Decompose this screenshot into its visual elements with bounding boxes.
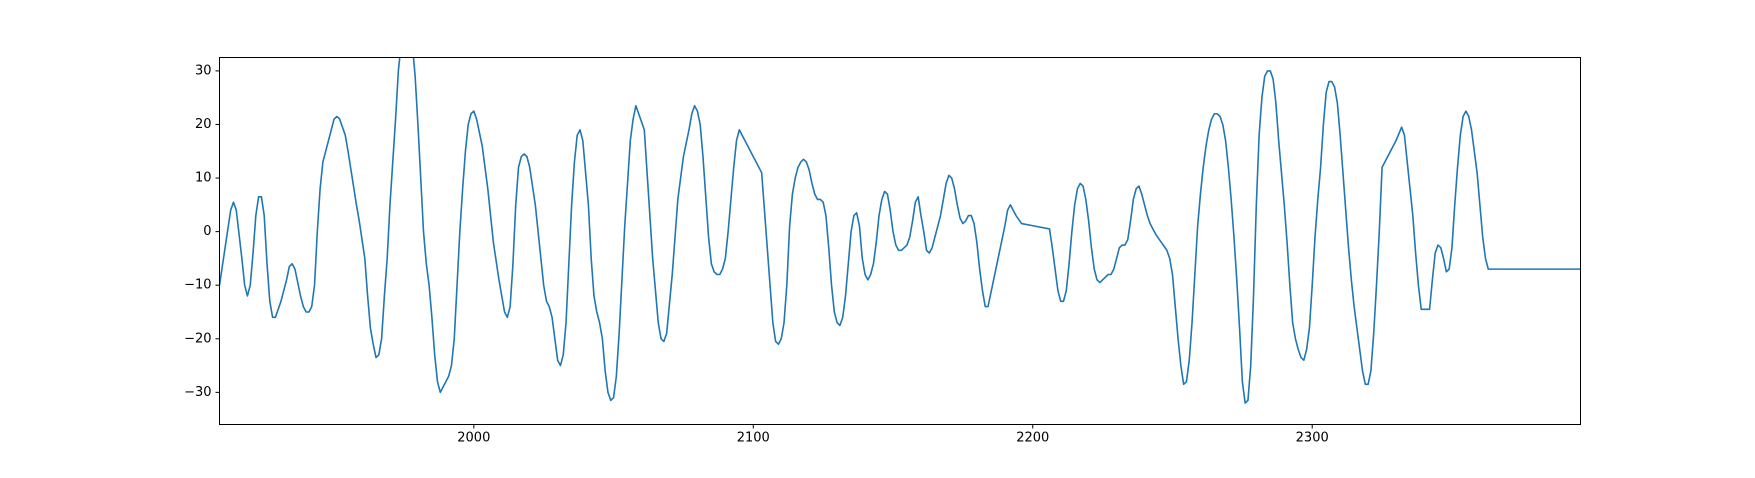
y-tick-label: −30 xyxy=(184,385,211,400)
y-tick-label: −20 xyxy=(184,331,211,346)
series-line xyxy=(219,57,1580,404)
y-axis: −30 −20 −10 0 10 20 30 xyxy=(184,63,220,400)
y-tick-label: −10 xyxy=(184,278,211,293)
x-axis: 2000 2100 2200 2300 xyxy=(457,424,1329,446)
plot-area-frame xyxy=(219,57,1581,425)
y-tick-label: 20 xyxy=(195,117,212,132)
x-tick-label: 2000 xyxy=(457,431,490,446)
y-tick-label: 10 xyxy=(195,171,212,186)
y-tick-label: 0 xyxy=(203,224,211,239)
y-tick-label: 30 xyxy=(195,63,212,78)
series-layer xyxy=(219,57,1580,404)
x-tick-label: 2300 xyxy=(1296,431,1329,446)
x-tick-label: 2100 xyxy=(737,431,770,446)
x-tick-label: 2200 xyxy=(1016,431,1049,446)
